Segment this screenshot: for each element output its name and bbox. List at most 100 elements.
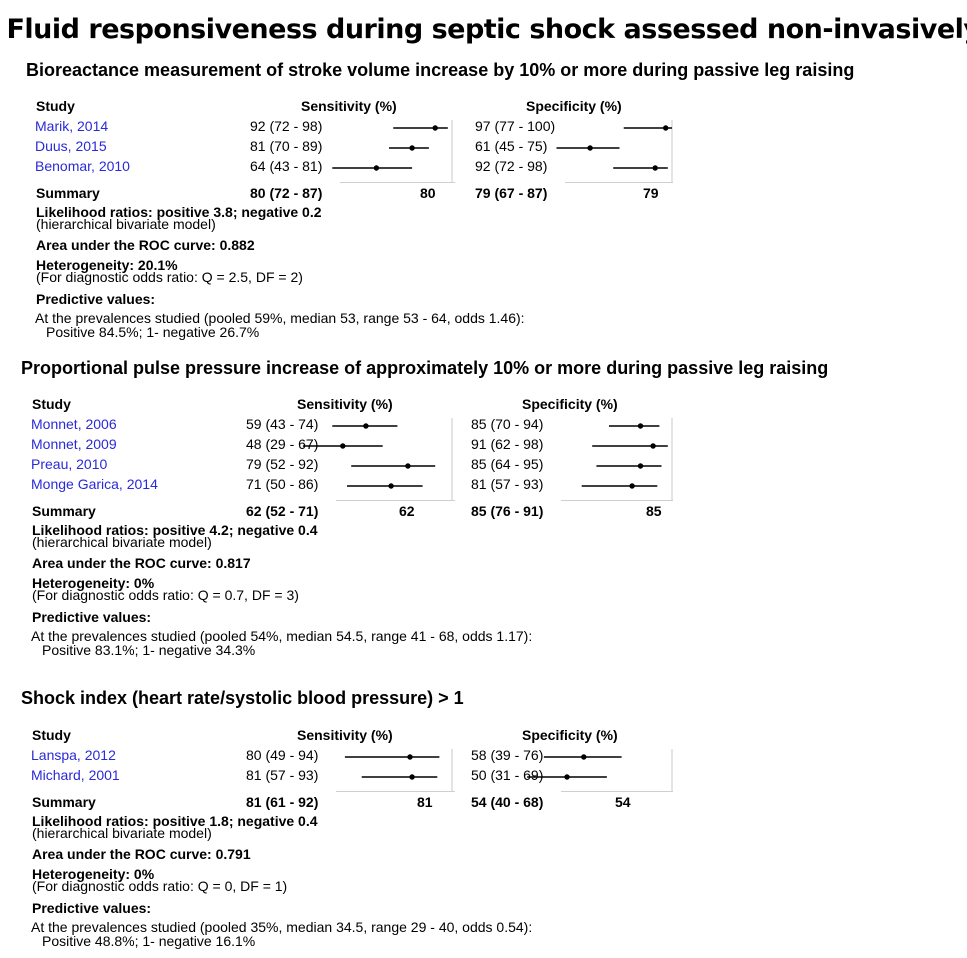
point-estimate	[363, 423, 369, 429]
point-estimate	[432, 125, 438, 131]
heterogeneity-note: (For diagnostic odds ratio: Q = 2.5, DF …	[36, 269, 303, 285]
likelihood-ratios: Likelihood ratios: positive 1.8; negativ…	[32, 813, 318, 829]
specificity-value: 85 (64 - 95)	[471, 456, 544, 472]
specificity-value: 81 (57 - 93)	[471, 476, 544, 492]
section-title: Proportional pulse pressure increase of …	[21, 358, 829, 378]
area-under-roc: Area under the ROC curve: 0.791	[32, 846, 251, 862]
predictive-values-label: Predictive values:	[32, 609, 152, 625]
likelihood-note: (hierarchical bivariate model)	[36, 216, 216, 232]
point-estimate	[650, 443, 656, 449]
sensitivity-axis	[340, 182, 455, 183]
column-header-study: Study	[32, 727, 71, 743]
predictive-values-label: Predictive values:	[36, 291, 156, 307]
sensitivity-value: 79 (52 - 92)	[246, 456, 319, 472]
column-header-sensitivity: Sensitivity (%)	[297, 396, 393, 412]
sensitivity-value: 81 (70 - 89)	[250, 138, 323, 154]
point-estimate	[663, 125, 669, 131]
predictive-values-label: Predictive values:	[32, 900, 152, 916]
column-header-specificity: Specificity (%)	[522, 727, 618, 743]
specificity-value: 50 (31 - 69)	[471, 767, 544, 783]
study-link[interactable]: Michard, 2001	[31, 767, 120, 783]
summary-label: Summary	[36, 185, 100, 201]
specificity-value: 85 (70 - 94)	[471, 416, 544, 432]
sensitivity-value: 81 (57 - 93)	[246, 767, 319, 783]
point-estimate	[407, 754, 413, 760]
study-link[interactable]: Benomar, 2010	[35, 158, 130, 174]
point-estimate	[652, 165, 658, 171]
summary-specificity: 54 (40 - 68)	[471, 794, 544, 810]
sensitivity-axis	[336, 500, 455, 501]
specificity-value: 58 (39 - 76)	[471, 747, 544, 763]
point-estimate	[405, 463, 411, 469]
sensitivity-value: 71 (50 - 86)	[246, 476, 319, 492]
section-title: Bioreactance measurement of stroke volum…	[26, 60, 855, 80]
prevalence-text: At the prevalences studied (pooled 54%, …	[31, 628, 533, 644]
sensitivity-value: 48 (29 - 67)	[246, 436, 319, 452]
heterogeneity-note: (For diagnostic odds ratio: Q = 0, DF = …	[32, 878, 288, 894]
study-link[interactable]: Monnet, 2006	[31, 416, 117, 432]
point-estimate	[587, 145, 593, 151]
column-header-study: Study	[36, 98, 75, 114]
prevalence-text: At the prevalences studied (pooled 59%, …	[35, 310, 525, 326]
area-under-roc: Area under the ROC curve: 0.817	[32, 555, 251, 571]
point-estimate	[409, 774, 415, 780]
specificity-value: 91 (62 - 98)	[471, 436, 544, 452]
column-header-sensitivity: Sensitivity (%)	[301, 98, 397, 114]
predictive-values-text: Positive 48.8%; 1- negative 16.1%	[42, 933, 256, 949]
predictive-values-text: Positive 83.1%; 1- negative 34.3%	[42, 642, 256, 658]
point-estimate	[340, 443, 346, 449]
point-estimate	[373, 165, 380, 171]
study-link[interactable]: Duus, 2015	[35, 138, 107, 154]
specificity-value: 61 (45 - 75)	[475, 138, 548, 154]
study-link[interactable]: Monge Garica, 2014	[31, 476, 158, 492]
point-estimate	[388, 483, 394, 489]
column-header-specificity: Specificity (%)	[526, 98, 622, 114]
column-header-study: Study	[32, 396, 71, 412]
summary-label: Summary	[32, 503, 96, 519]
predictive-values-text: Positive 84.5%; 1- negative 26.7%	[46, 324, 260, 340]
page-title: Fluid responsiveness during septic shock…	[6, 14, 967, 45]
specificity-axis	[561, 500, 673, 501]
specificity-axis	[561, 791, 673, 792]
column-header-sensitivity: Sensitivity (%)	[297, 727, 393, 743]
study-link[interactable]: Monnet, 2009	[31, 436, 117, 452]
column-header-specificity: Specificity (%)	[522, 396, 618, 412]
study-link[interactable]: Marik, 2014	[35, 118, 109, 134]
summary-sensitivity: 81 (61 - 92)	[246, 794, 319, 810]
point-estimate	[564, 774, 570, 780]
summary-specificity-point: 79	[643, 185, 659, 201]
summary-specificity: 85 (76 - 91)	[471, 503, 544, 519]
sensitivity-value: 80 (49 - 94)	[246, 747, 319, 763]
heterogeneity-note: (For diagnostic odds ratio: Q = 0.7, DF …	[32, 587, 299, 603]
summary-sensitivity: 80 (72 - 87)	[250, 185, 323, 201]
summary-specificity: 79 (67 - 87)	[475, 185, 548, 201]
summary-label: Summary	[32, 794, 96, 810]
summary-specificity-point: 54	[615, 794, 631, 810]
point-estimate	[409, 145, 415, 151]
point-estimate	[637, 463, 644, 469]
summary-sensitivity-point: 62	[399, 503, 415, 519]
study-link[interactable]: Lanspa, 2012	[31, 747, 116, 763]
heterogeneity: Heterogeneity: 0%	[32, 866, 155, 882]
sensitivity-value: 59 (43 - 74)	[246, 416, 319, 432]
point-estimate	[629, 483, 635, 489]
likelihood-ratios: Likelihood ratios: positive 4.2; negativ…	[32, 522, 318, 538]
heterogeneity: Heterogeneity: 0%	[32, 575, 155, 591]
specificity-value: 92 (72 - 98)	[475, 158, 548, 174]
specificity-value: 97 (77 - 100)	[475, 118, 556, 134]
likelihood-note: (hierarchical bivariate model)	[32, 825, 212, 841]
heterogeneity: Heterogeneity: 20.1%	[36, 257, 178, 273]
sensitivity-value: 92 (72 - 98)	[250, 118, 323, 134]
summary-sensitivity-point: 81	[417, 794, 433, 810]
point-estimate	[581, 754, 587, 760]
study-link[interactable]: Preau, 2010	[31, 456, 108, 472]
sensitivity-axis	[336, 791, 455, 792]
specificity-axis	[565, 182, 673, 183]
summary-sensitivity: 62 (52 - 71)	[246, 503, 319, 519]
likelihood-ratios: Likelihood ratios: positive 3.8; negativ…	[36, 204, 322, 220]
summary-specificity-point: 85	[646, 503, 662, 519]
section-title: Shock index (heart rate/systolic blood p…	[21, 688, 464, 708]
area-under-roc: Area under the ROC curve: 0.882	[36, 237, 255, 253]
likelihood-note: (hierarchical bivariate model)	[32, 534, 212, 550]
prevalence-text: At the prevalences studied (pooled 35%, …	[31, 919, 533, 935]
